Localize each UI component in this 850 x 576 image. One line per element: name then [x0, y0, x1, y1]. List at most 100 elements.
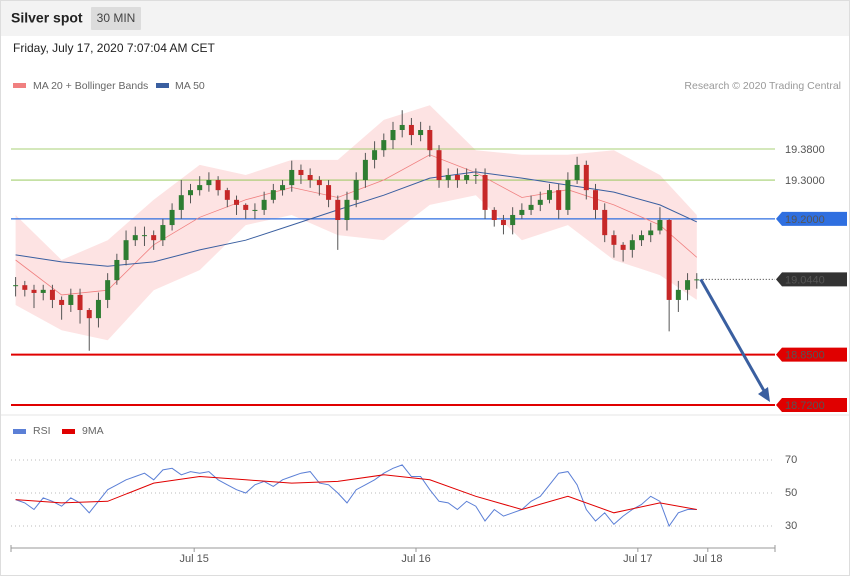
candle-body	[408, 124, 414, 136]
x-tick-label: Jul 17	[623, 553, 652, 565]
candle-body	[31, 289, 37, 293]
candle-body	[583, 164, 589, 191]
forecast-arrowhead	[758, 387, 770, 403]
candle-body	[243, 204, 249, 210]
x-tick-label: Jul 15	[179, 553, 208, 565]
level-tag	[776, 398, 847, 413]
candle-body	[326, 185, 332, 200]
bollinger-band	[15, 105, 697, 341]
x-tick-label: Jul 16	[401, 553, 430, 565]
title: Silver spot	[11, 10, 83, 26]
legend-swatch	[13, 429, 26, 434]
candle-body	[427, 130, 433, 151]
candle-body	[648, 230, 654, 236]
candle-body	[160, 225, 166, 241]
candle-body	[537, 199, 543, 205]
legend-label: MA 50	[175, 80, 205, 92]
level-label: 19.2000	[785, 214, 825, 226]
candle-body	[13, 285, 19, 287]
candle-body	[344, 199, 350, 221]
candle-body	[22, 285, 28, 290]
candle-body	[694, 279, 700, 281]
candle-body	[224, 190, 230, 200]
legend-label: 9MA	[82, 425, 104, 437]
candle-body	[261, 199, 267, 210]
y-tick-label: 70	[785, 454, 797, 466]
timeframe-badge[interactable]	[91, 7, 141, 30]
candle-body	[491, 209, 497, 221]
candle-body	[252, 209, 258, 211]
rsi-ma-line	[15, 474, 697, 514]
candle-body	[500, 220, 506, 226]
candle-body	[602, 209, 608, 236]
candle-body	[620, 244, 626, 250]
candle-body	[639, 235, 645, 241]
ma-line	[15, 154, 698, 296]
candle-body	[381, 140, 387, 151]
candle-body	[464, 175, 470, 181]
candle-body	[556, 190, 562, 210]
candle-body	[68, 294, 74, 305]
x-tick-label: Jul 18	[693, 553, 722, 565]
header-bar	[1, 1, 849, 36]
level-tag	[776, 272, 847, 287]
candle-body	[666, 220, 672, 300]
level-label: 18.7200	[785, 400, 825, 412]
legend-label: MA 20 + Bollinger Bands	[33, 80, 148, 92]
candle-body	[445, 175, 451, 181]
candle-body	[629, 240, 635, 250]
candle-body	[519, 209, 525, 215]
candle-body	[335, 199, 341, 221]
candle-body	[178, 195, 184, 210]
forecast-arrow	[699, 278, 769, 397]
candle-body	[593, 190, 599, 210]
candle-body	[114, 259, 120, 281]
candle-body	[206, 180, 212, 186]
candle-body	[234, 199, 240, 205]
candle-body	[49, 289, 55, 300]
candle-body	[105, 280, 111, 300]
candle-body	[574, 164, 580, 181]
candle-body	[77, 294, 83, 311]
timestamp: Friday, July 17, 2020 7:07:04 AM CET	[13, 41, 216, 55]
y-tick-label: 50	[785, 487, 797, 499]
level-label: 19.3000	[785, 175, 825, 187]
level-label: 19.0440	[785, 274, 825, 286]
candle-body	[151, 235, 157, 241]
legend-swatch	[62, 429, 75, 434]
candle-body	[565, 180, 571, 210]
candle-body	[362, 159, 368, 181]
legend-swatch	[156, 83, 169, 88]
candle-body	[298, 169, 304, 176]
candle-body	[307, 175, 313, 181]
candle-body	[270, 190, 276, 200]
candle-body	[86, 310, 92, 319]
level-label: 19.3800	[785, 144, 825, 156]
y-tick-label: 30	[785, 520, 797, 532]
candle-body	[418, 130, 424, 136]
candle-body	[95, 299, 101, 319]
candle-body	[169, 209, 175, 226]
candle-body	[353, 180, 359, 200]
level-tag	[776, 347, 847, 362]
candle-body	[372, 150, 378, 160]
candle-body	[528, 204, 534, 210]
candle-body	[132, 235, 138, 241]
candle-body	[316, 180, 322, 186]
candle-body	[675, 289, 681, 300]
candle-body	[40, 289, 46, 293]
candle-body	[454, 175, 460, 181]
candle-body	[482, 175, 488, 210]
candle-body	[611, 235, 617, 245]
candle-body	[390, 130, 396, 141]
candle-body	[123, 240, 129, 260]
candle-body	[187, 190, 193, 196]
legend-label: RSI	[33, 425, 51, 437]
level-label: 18.8500	[785, 350, 825, 362]
candle-body	[141, 235, 147, 237]
rsi-line	[15, 464, 697, 528]
candle-body	[289, 169, 295, 186]
candle-body	[59, 299, 65, 305]
legend-swatch	[13, 83, 26, 88]
